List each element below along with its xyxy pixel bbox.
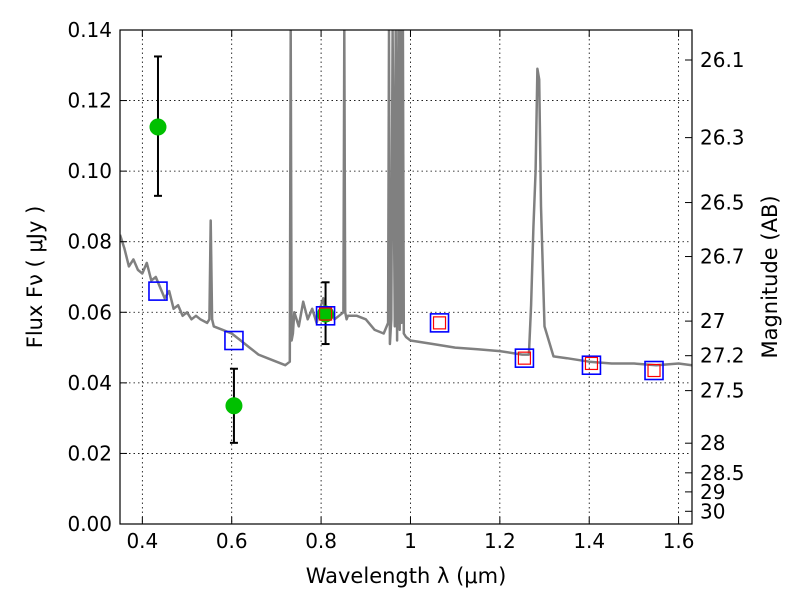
x-axis-label: Wavelength λ (μm) — [306, 564, 507, 588]
plot-frame — [119, 29, 693, 525]
right-tick-label: 26.3 — [700, 126, 745, 150]
right-tick-label: 28.5 — [700, 461, 745, 485]
x-tick-label: 0.4 — [126, 529, 158, 553]
model-band-square — [581, 355, 602, 376]
x-tick-label: 1.6 — [663, 529, 695, 553]
right-tick-label: 27.5 — [700, 379, 745, 403]
y-tick-label: 0.02 — [67, 441, 112, 465]
right-tick-label: 26.7 — [700, 245, 745, 269]
right-axis-label: Magnitude (AB) — [758, 195, 782, 358]
y-tick-label: 0.12 — [67, 89, 112, 113]
right-tick-label: 30 — [700, 499, 725, 523]
model-band-square — [315, 306, 336, 326]
model-band-square-small — [318, 307, 333, 321]
right-tick-label: 28 — [700, 431, 725, 455]
y-tick-label: 0.14 — [67, 18, 112, 42]
x-tick-label: 1.2 — [484, 529, 516, 553]
model-band-square — [148, 281, 168, 301]
model-band-square — [224, 330, 244, 351]
marker-layer — [148, 55, 664, 444]
model-band-square — [429, 313, 450, 333]
model-band-square-small — [584, 356, 599, 371]
right-tick-label: 27 — [700, 309, 725, 333]
y-tick-label: 0.10 — [67, 159, 112, 183]
observed-flux-point — [225, 397, 243, 415]
x-tick-label: 1 — [404, 529, 417, 553]
model-band-square-small — [432, 316, 447, 330]
model-spectrum-line — [120, 30, 692, 367]
grid-lines — [120, 29, 692, 525]
right-tick-label: 26.5 — [700, 191, 745, 215]
x-tick-label: 0.8 — [305, 529, 337, 553]
model-band-square-small — [647, 363, 661, 378]
model-band-square — [644, 360, 664, 381]
y-tick-label: 0.04 — [67, 371, 112, 395]
x-tick-label: 1.4 — [573, 529, 605, 553]
x-tick-label: 0.6 — [216, 529, 248, 553]
model-band-square — [514, 348, 535, 368]
observed-flux-point — [149, 118, 167, 136]
data-layer — [120, 30, 692, 367]
right-tick-label: 26.1 — [700, 48, 745, 72]
y-tick-label: 0.00 — [67, 512, 112, 536]
right-tick-label: 27.2 — [700, 344, 745, 368]
y-axis-label: Flux Fν ( μJy ) — [23, 206, 47, 349]
y-tick-label: 0.08 — [67, 230, 112, 254]
y-tick-label: 0.06 — [67, 300, 112, 324]
axis-ticks: 0.4 0.6 0.8 1 1.2 1.4 1.6 0.00 0.02 0.04 0.06 0.08 0… — [67, 18, 744, 553]
model-band-square-small — [517, 351, 532, 365]
right-tick-label: 29 — [700, 480, 725, 504]
